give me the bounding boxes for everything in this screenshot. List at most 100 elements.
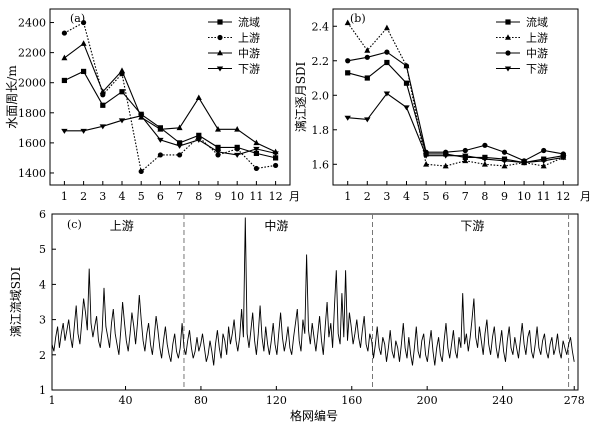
data-point xyxy=(80,40,87,46)
y-tick-label: 6 xyxy=(39,208,46,221)
data-point xyxy=(176,124,183,131)
data-point xyxy=(118,118,126,124)
data-point xyxy=(99,124,106,130)
panel-c-series xyxy=(52,217,575,366)
x-tick-label: 5 xyxy=(138,190,145,203)
panel-b-series xyxy=(344,19,567,169)
data-point xyxy=(273,155,279,161)
data-point xyxy=(541,147,547,154)
data-point xyxy=(80,128,87,134)
data-point xyxy=(253,150,259,157)
data-point xyxy=(501,162,508,169)
y-tick-label: 2000 xyxy=(18,77,46,90)
panel-a: (a) 1 2 3 4 5 6 7 8 9 10 11 12140016001800200022002… xyxy=(5,8,300,203)
panel-b-month-unit: 月 xyxy=(580,190,591,203)
data-point xyxy=(234,126,241,132)
data-point xyxy=(501,158,508,164)
x-tick-label: 160 xyxy=(341,394,362,407)
data-point xyxy=(177,152,183,158)
y-tick-label: 4 xyxy=(39,278,46,291)
data-point xyxy=(81,68,87,75)
x-tick-label: 200 xyxy=(417,394,438,407)
data-point xyxy=(253,146,260,152)
panel-c-frame xyxy=(51,213,579,391)
legend-label: 下游 xyxy=(526,63,548,76)
series-line xyxy=(347,51,564,162)
data-point xyxy=(442,153,449,159)
data-point xyxy=(177,140,183,146)
y-tick-label: 2.4 xyxy=(312,20,330,33)
data-point xyxy=(462,157,469,164)
data-point xyxy=(560,155,567,161)
legend-marker xyxy=(217,49,223,56)
data-point xyxy=(384,59,390,66)
panel-b: (b) 1 2 3 4 5 6 7 8 9 10 11 121.61.82.02.22.4 流域上游中… xyxy=(293,8,591,203)
data-point xyxy=(364,117,371,123)
data-point xyxy=(501,149,508,155)
legend-marker xyxy=(217,34,223,41)
panel-c-regions: 上游 中游 下游 xyxy=(110,214,570,390)
panel-c-x-axis-label: 格网编号 xyxy=(290,408,338,423)
x-tick-label: 3 xyxy=(99,190,106,203)
data-point xyxy=(345,70,351,76)
y-tick-label: 1800 xyxy=(18,107,46,120)
x-tick-label: 278 xyxy=(564,394,585,407)
data-point xyxy=(81,19,87,26)
data-point xyxy=(364,75,370,81)
y-tick-label: 2 xyxy=(39,349,46,362)
panel-b-frame xyxy=(332,8,579,186)
data-point xyxy=(273,162,279,169)
data-point xyxy=(214,149,222,155)
panel-c: (c) 上游 中游 下游 1 40 80 120 160 200 240 278 1 2 3 4 5 6 漓江… xyxy=(8,208,585,423)
data-point xyxy=(157,126,164,132)
x-tick-label: 120 xyxy=(266,394,287,407)
y-tick-label: 1.6 xyxy=(312,158,330,171)
series-line xyxy=(64,42,276,153)
data-point xyxy=(403,80,410,86)
x-tick-label: 1 xyxy=(49,394,56,407)
region-label: 上游 xyxy=(110,219,134,233)
x-tick-label: 80 xyxy=(194,394,208,407)
x-tick-label: 11 xyxy=(537,190,551,203)
y-tick-label: 1 xyxy=(39,384,46,397)
series-line xyxy=(64,70,276,159)
data-point xyxy=(61,54,68,61)
data-point xyxy=(100,102,106,108)
data-point xyxy=(157,152,163,158)
y-tick-label: 3 xyxy=(39,314,46,327)
x-tick-label: 4 xyxy=(119,190,126,203)
x-tick-label: 4 xyxy=(403,190,410,203)
legend-marker xyxy=(504,66,512,72)
y-tick-label: 2.2 xyxy=(312,55,330,68)
data-point xyxy=(481,160,488,167)
data-point xyxy=(176,143,183,149)
legend-label: 上游 xyxy=(238,32,260,45)
data-point xyxy=(384,49,390,55)
data-point xyxy=(423,160,430,167)
series-line xyxy=(347,22,564,167)
data-point xyxy=(138,168,144,175)
x-tick-label: 2 xyxy=(364,190,371,203)
y-tick-label: 2400 xyxy=(18,17,46,30)
data-point xyxy=(215,144,221,150)
x-tick-label: 8 xyxy=(481,190,488,203)
y-tick-label: 1600 xyxy=(18,137,46,150)
data-point xyxy=(61,30,67,36)
y-tick-label: 1400 xyxy=(18,167,46,180)
data-point xyxy=(422,153,430,159)
data-point xyxy=(383,91,391,97)
legend-marker xyxy=(217,19,223,25)
x-tick-label: 1 xyxy=(344,190,351,203)
x-tick-label: 3 xyxy=(383,190,390,203)
data-point xyxy=(119,89,125,95)
series-line xyxy=(347,92,564,164)
panel-a-month-unit: 月 xyxy=(289,190,300,203)
data-point xyxy=(195,137,202,143)
legend-label: 中游 xyxy=(238,47,260,60)
data-point xyxy=(364,47,371,53)
panel-b-axes: 1 2 3 4 5 6 7 8 9 10 11 121.61.82.02.22.4 xyxy=(312,20,571,203)
data-point xyxy=(540,162,547,169)
